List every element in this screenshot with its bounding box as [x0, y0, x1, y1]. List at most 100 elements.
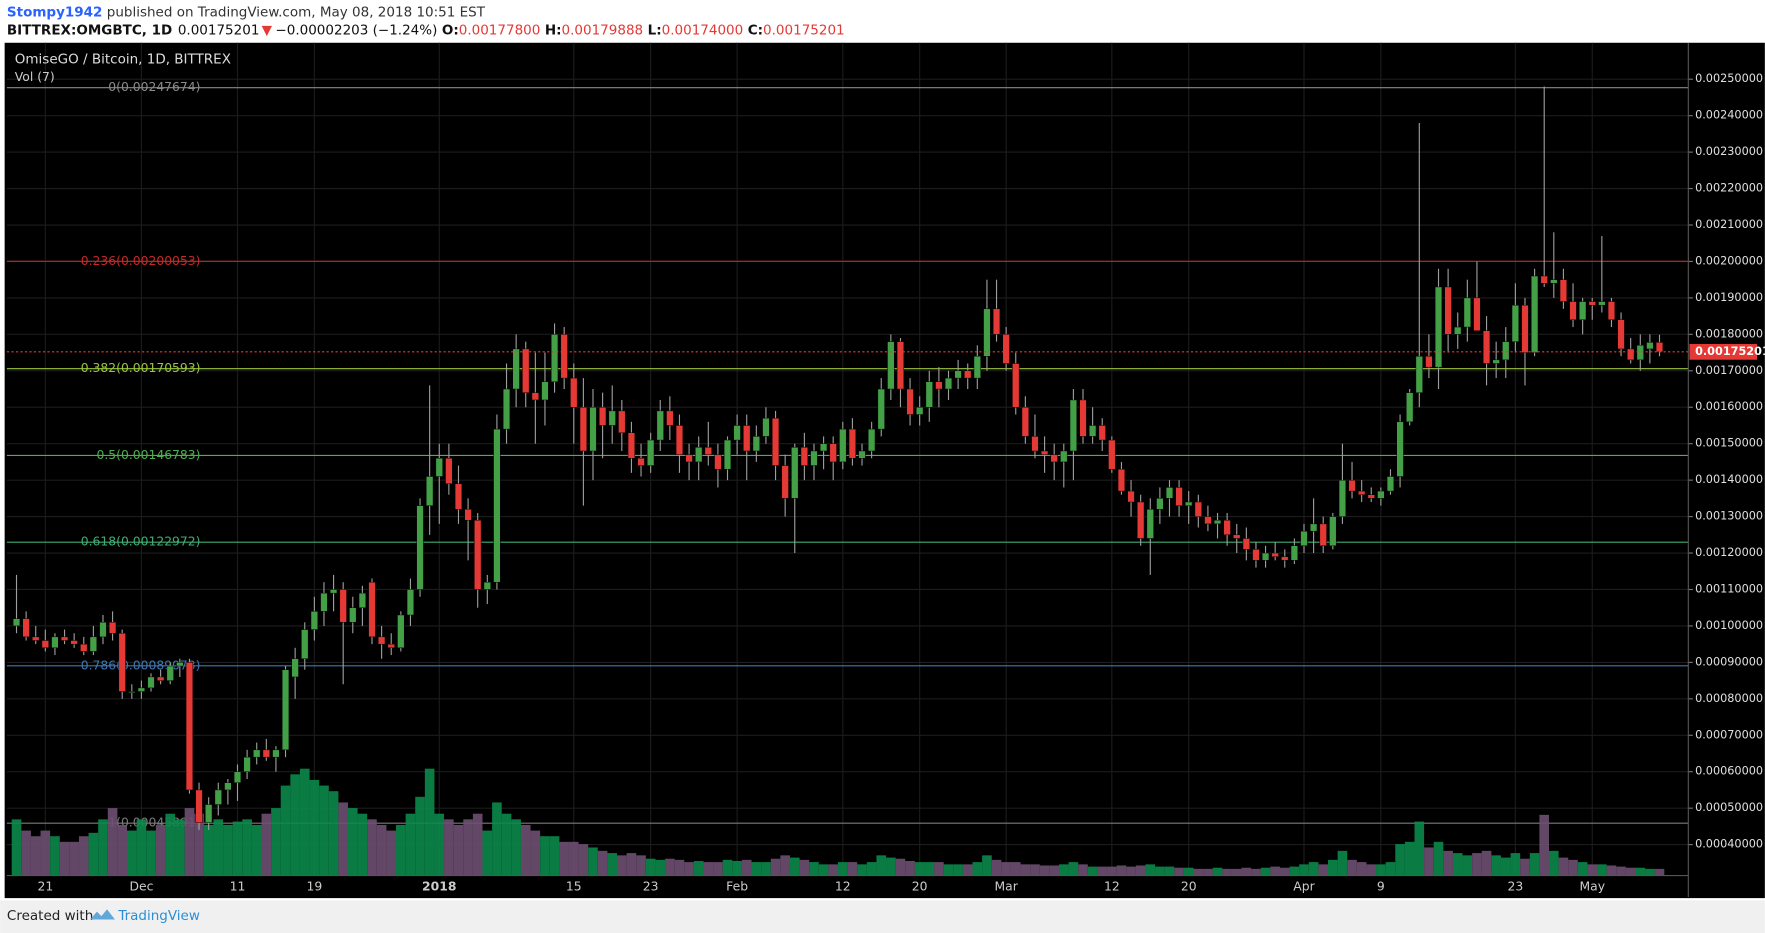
candle-body: [858, 450, 866, 459]
x-tick-label: Mar: [994, 879, 1018, 893]
volume-bar: [1126, 866, 1136, 876]
candle-body: [464, 509, 472, 521]
candle-body: [368, 581, 376, 638]
volume-bar: [549, 836, 560, 876]
candle-body: [1098, 425, 1106, 441]
volume-bar: [280, 785, 291, 876]
candle-body: [1290, 545, 1298, 561]
volume-bar: [530, 830, 541, 876]
volume-bar: [732, 860, 742, 876]
volume-bar: [876, 855, 887, 876]
volume-bar: [1212, 867, 1223, 876]
candle-body: [1646, 342, 1654, 350]
y-tick-label: 0.00220000: [1695, 182, 1763, 195]
y-tick-label: 0.00120000: [1695, 546, 1763, 559]
volume-bar: [1376, 864, 1386, 876]
volume-bar: [568, 841, 579, 876]
c-label: C:: [748, 22, 763, 38]
volume-bar: [1645, 868, 1655, 876]
candle-body: [1482, 330, 1491, 364]
volume-bar: [1318, 864, 1329, 876]
volume-bar: [1491, 855, 1501, 876]
candle-body: [1300, 530, 1308, 546]
candle-body: [1396, 421, 1404, 477]
candle-body: [685, 454, 693, 463]
candle-body: [1617, 319, 1625, 350]
volume-bar: [1606, 865, 1617, 876]
candle-body: [1454, 326, 1462, 335]
volume-bar: [386, 830, 397, 876]
candle-body: [195, 789, 203, 823]
volume-bar: [175, 819, 185, 876]
candle-body: [1386, 476, 1395, 492]
candle-body: [771, 417, 780, 466]
candle-body: [522, 348, 530, 393]
candle-body: [397, 614, 405, 649]
candle-body: [1338, 479, 1347, 517]
volume-bar: [838, 862, 848, 876]
candle-body: [1319, 523, 1327, 546]
fib-label: 0(0.00247674): [108, 80, 200, 94]
candle-body: [1175, 487, 1183, 506]
volume-bar: [203, 824, 214, 876]
volume-bar: [88, 832, 99, 876]
volume-bar: [242, 819, 252, 876]
volume-bar: [924, 862, 935, 876]
candle-body: [1627, 348, 1635, 361]
candle-body: [281, 669, 290, 751]
volume-bar: [1203, 868, 1213, 876]
candle-body: [1089, 425, 1097, 437]
volume-bar: [1452, 853, 1463, 876]
volume-bar: [1597, 864, 1607, 876]
y-tick-label: 0.00180000: [1695, 327, 1763, 340]
footer-brand[interactable]: TradingView: [117, 908, 200, 924]
volume-bar: [1058, 864, 1069, 876]
volume-bar: [886, 857, 896, 876]
candle-body: [454, 483, 463, 510]
candle-body: [224, 782, 232, 791]
candle-body: [1233, 534, 1241, 539]
volume-bar: [828, 864, 839, 876]
candle-body: [128, 691, 136, 693]
volume-bar: [1135, 865, 1146, 876]
fib-label: 0.236(0.00200053): [81, 254, 201, 268]
volume-bar: [1279, 867, 1290, 876]
volume-bar: [98, 819, 108, 876]
symbol-line: BITTREX:OMGBTC, 1D 0.00175201 ▼ −0.00002203…: [7, 22, 845, 38]
candle-body: [1511, 304, 1519, 342]
candle-body: [1213, 520, 1222, 525]
y-tick-label: 0.00170000: [1695, 364, 1763, 377]
volume-bar: [1078, 864, 1088, 876]
volume-bar: [1500, 857, 1511, 876]
candle-body: [666, 410, 674, 426]
volume-bar: [357, 813, 368, 876]
author-link[interactable]: Stompy1942: [7, 4, 103, 20]
candle-body: [675, 425, 684, 455]
candle-body: [1579, 301, 1587, 320]
volume-bar: [1087, 866, 1098, 876]
volume-bar: [1030, 864, 1040, 876]
candle-body: [1040, 450, 1049, 455]
candles: [6, 86, 1689, 831]
volume-bar: [1539, 814, 1550, 876]
volume-bar: [847, 862, 858, 876]
x-tick-label: 12: [1104, 879, 1120, 893]
candle-body: [358, 592, 366, 608]
y-tick-label: 0.00130000: [1695, 510, 1763, 523]
candle-body: [1358, 490, 1366, 495]
x-tick-label: 9: [1377, 879, 1385, 893]
x-tick-label: May: [1579, 879, 1605, 893]
volume-bar: [1270, 866, 1280, 876]
volume-bar: [444, 819, 454, 876]
candle-body: [1550, 279, 1558, 284]
volume-bar: [117, 824, 127, 876]
x-tick-label: Dec: [129, 879, 153, 893]
volume-bar: [818, 864, 829, 876]
candle-body: [1156, 498, 1164, 510]
candle-body: [387, 643, 395, 649]
y-tick-label: 0.00070000: [1695, 728, 1763, 741]
volume-bar: [770, 858, 781, 876]
volume-bar: [559, 841, 569, 876]
x-tick-label: 20: [1181, 879, 1197, 893]
volume-bar: [1366, 864, 1377, 876]
